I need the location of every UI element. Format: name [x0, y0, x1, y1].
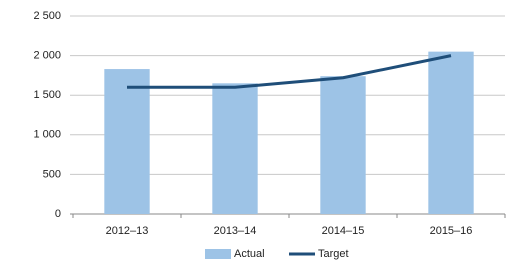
x-tick-label: 2015–16	[430, 225, 473, 237]
y-tick-label: 0	[55, 208, 61, 220]
legend-label: Target	[318, 248, 349, 260]
x-tick-label: 2013–14	[214, 225, 257, 237]
y-tick-label: 1 500	[33, 89, 61, 101]
bar	[212, 83, 258, 214]
y-tick-label: 500	[43, 168, 61, 180]
legend-swatch	[205, 249, 231, 259]
y-tick-label: 2 000	[33, 50, 61, 62]
bar	[428, 51, 474, 214]
bar	[320, 76, 366, 214]
y-tick-label: 2 500	[33, 10, 61, 22]
y-tick-label: 1 000	[33, 129, 61, 141]
line	[127, 54, 452, 89]
x-tick-label: 2012–13	[106, 225, 149, 237]
bar	[104, 69, 150, 215]
legend-label: Actual	[234, 248, 265, 260]
x-tick-label: 2014–15	[322, 225, 365, 237]
